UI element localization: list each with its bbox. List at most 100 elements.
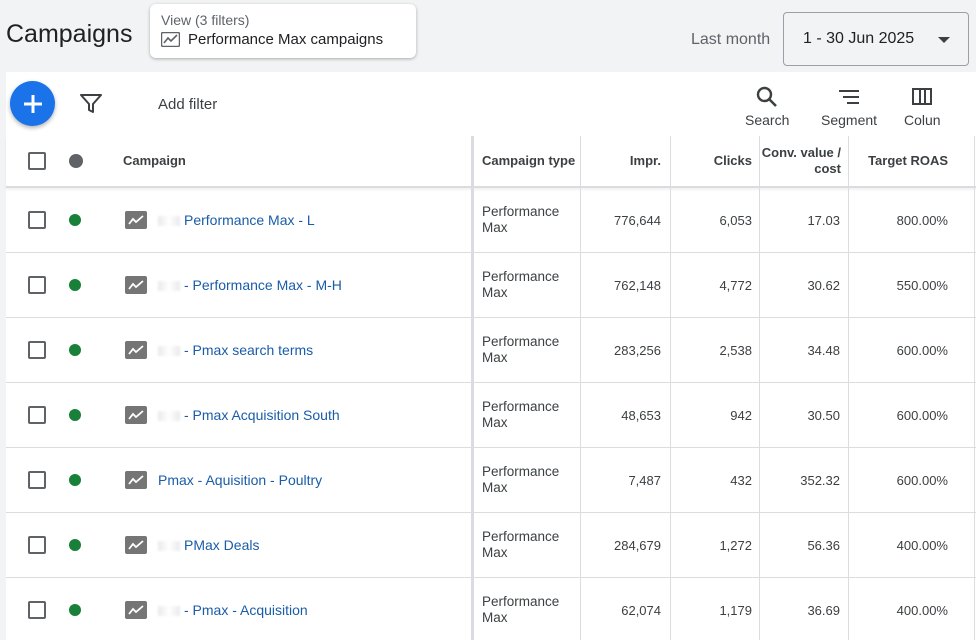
conv-value-cost-value: 56.36 xyxy=(807,537,840,553)
target-roas-value: 800.00% xyxy=(896,212,948,228)
performance-max-icon xyxy=(125,406,147,424)
conv-value-cost-value: 30.62 xyxy=(807,277,840,293)
status-enabled-dot[interactable] xyxy=(69,409,81,421)
clicks-value: 4,772 xyxy=(719,277,752,293)
caret-down-icon xyxy=(938,37,950,43)
table-row: - Pmax - Acquisition Performance Max 62,… xyxy=(6,578,976,640)
clicks-value: 1,179 xyxy=(719,602,752,618)
columns-icon xyxy=(912,88,933,105)
status-column-icon xyxy=(69,154,83,168)
campaign-type: Performance Max xyxy=(482,399,560,430)
campaign-type: Performance Max xyxy=(482,594,560,625)
impressions-value: 48,653 xyxy=(621,407,661,423)
clicks-value: 6,053 xyxy=(719,212,752,228)
add-campaign-button[interactable] xyxy=(10,81,55,126)
campaign-name-link[interactable]: PMax Deals xyxy=(158,537,259,553)
date-range-label: Last month xyxy=(691,31,771,48)
target-roas-value: 600.00% xyxy=(896,472,948,488)
status-enabled-dot[interactable] xyxy=(69,214,81,226)
view-selector[interactable]: View (3 filters) Performance Max campaig… xyxy=(150,4,416,58)
add-filter-button[interactable]: Add filter xyxy=(158,96,218,113)
search-icon xyxy=(756,86,778,107)
columns-label: Colun xyxy=(904,112,941,128)
columns-button[interactable]: Colun xyxy=(904,86,941,128)
conv-value-cost-value: 17.03 xyxy=(807,212,840,228)
row-checkbox[interactable] xyxy=(28,276,46,294)
campaign-name-link[interactable]: - Pmax Acquisition South xyxy=(158,407,340,423)
campaign-type: Performance Max xyxy=(482,464,560,495)
campaign-type: Performance Max xyxy=(482,204,560,235)
row-checkbox[interactable] xyxy=(28,601,46,619)
target-roas-value: 400.00% xyxy=(896,537,948,553)
date-range-value: 1 - 30 Jun 2025 xyxy=(803,30,915,47)
campaign-name-link[interactable]: - Performance Max - M-H xyxy=(158,277,342,293)
header-impressions[interactable]: Impr. xyxy=(629,153,661,168)
row-checkbox[interactable] xyxy=(28,536,46,554)
clicks-value: 432 xyxy=(730,472,752,488)
header-campaign-type[interactable]: Campaign type xyxy=(482,153,576,168)
conv-value-cost-value: 352.32 xyxy=(800,472,840,488)
date-range-selector[interactable]: 1 - 30 Jun 2025 xyxy=(783,12,969,66)
conv-value-cost-value: 34.48 xyxy=(807,342,840,358)
search-button[interactable]: Search xyxy=(745,86,789,128)
row-checkbox[interactable] xyxy=(28,211,46,229)
campaign-name-link[interactable]: Pmax - Aquisition - Poultry xyxy=(158,472,323,488)
impressions-value: 62,074 xyxy=(621,602,661,618)
header-conv-value-cost[interactable]: Conv. value / cost xyxy=(761,145,841,176)
clicks-value: 942 xyxy=(730,407,752,423)
target-roas-value: 400.00% xyxy=(896,602,948,618)
plus-icon xyxy=(23,94,42,113)
table-row: - Pmax Acquisition South Performance Max… xyxy=(6,383,976,448)
filter-icon[interactable] xyxy=(80,94,102,114)
table-row: PMax Deals Performance Max 284,679 1,272… xyxy=(6,513,976,578)
performance-max-icon xyxy=(125,211,147,229)
campaign-name-link[interactable]: - Pmax - Acquisition xyxy=(158,602,308,618)
performance-max-icon xyxy=(125,471,147,489)
header-clicks[interactable]: Clicks xyxy=(713,153,752,168)
table-row: Performance Max - L Performance Max 776,… xyxy=(6,188,976,253)
impressions-value: 762,148 xyxy=(614,277,661,293)
target-roas-value: 550.00% xyxy=(896,277,948,293)
status-enabled-dot[interactable] xyxy=(69,604,81,616)
target-roas-value: 600.00% xyxy=(896,407,948,423)
table-toolbar: Add filter Search Segment Colun xyxy=(6,72,976,136)
performance-max-icon xyxy=(125,536,147,554)
segment-button[interactable]: Segment xyxy=(821,86,877,128)
campaigns-table: Campaign Campaign type Impr. Clicks Conv… xyxy=(6,136,976,640)
row-checkbox[interactable] xyxy=(28,406,46,424)
performance-max-icon xyxy=(125,276,147,294)
campaign-type: Performance Max xyxy=(482,269,560,300)
performance-max-icon xyxy=(125,601,147,619)
table-row: Pmax - Aquisition - Poultry Performance … xyxy=(6,448,976,513)
select-all-checkbox[interactable] xyxy=(28,152,46,170)
segment-label: Segment xyxy=(821,112,878,128)
conv-value-cost-value: 36.69 xyxy=(807,602,840,618)
campaign-type: Performance Max xyxy=(482,529,560,560)
clicks-value: 2,538 xyxy=(719,342,752,358)
conv-value-cost-value: 30.50 xyxy=(807,407,840,423)
view-filter-count: View (3 filters) xyxy=(161,12,250,28)
performance-max-icon xyxy=(125,341,147,359)
status-enabled-dot[interactable] xyxy=(69,539,81,551)
campaign-name-link[interactable]: - Pmax search terms xyxy=(158,342,313,358)
status-enabled-dot[interactable] xyxy=(69,344,81,356)
impressions-value: 283,256 xyxy=(614,342,661,358)
row-checkbox[interactable] xyxy=(28,471,46,489)
campaign-name-link[interactable]: Performance Max - L xyxy=(158,212,315,228)
campaign-type: Performance Max xyxy=(482,334,560,365)
campaigns-panel: Add filter Search Segment Colun xyxy=(6,72,976,640)
impressions-value: 284,679 xyxy=(614,537,661,553)
header-campaign[interactable]: Campaign xyxy=(123,153,186,168)
target-roas-value: 600.00% xyxy=(896,342,948,358)
page-title: Campaigns xyxy=(6,20,133,48)
view-name: Performance Max campaigns xyxy=(188,31,384,48)
status-enabled-dot[interactable] xyxy=(69,279,81,291)
performance-max-icon xyxy=(161,32,180,47)
clicks-value: 1,272 xyxy=(719,537,752,553)
table-header: Campaign Campaign type Impr. Clicks Conv… xyxy=(6,136,976,188)
status-enabled-dot[interactable] xyxy=(69,474,81,486)
impressions-value: 776,644 xyxy=(614,212,661,228)
row-checkbox[interactable] xyxy=(28,341,46,359)
search-label: Search xyxy=(745,112,790,128)
header-target-roas[interactable]: Target ROAS xyxy=(868,153,948,168)
